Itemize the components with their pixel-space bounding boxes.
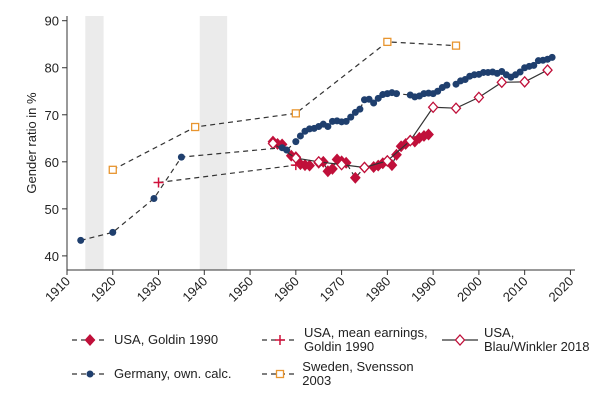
marker: [383, 37, 392, 47]
x-tick-label: 2020: [545, 274, 576, 305]
marker: [542, 64, 553, 77]
shaded-period: [85, 16, 104, 270]
marker: [275, 369, 285, 379]
marker: [86, 370, 94, 378]
y-tick-label: 80: [45, 61, 59, 76]
marker: [359, 161, 370, 174]
y-tick-label: 70: [45, 108, 59, 123]
marker: [349, 171, 361, 184]
marker: [109, 228, 117, 236]
marker: [404, 134, 416, 147]
marker: [519, 75, 531, 88]
x-tick-label: 1980: [362, 274, 393, 305]
marker: [327, 162, 338, 175]
legend-item: USA, mean earnings, Goldin 1990: [260, 326, 440, 354]
y-tick-label: 40: [45, 249, 59, 264]
marker: [381, 154, 393, 167]
x-tick-label: 2010: [500, 274, 531, 305]
marker: [275, 335, 285, 345]
marker: [443, 81, 451, 89]
marker: [370, 99, 378, 107]
y-axis-label: Gender ratio in %: [24, 92, 39, 194]
legend-symbol: [72, 370, 108, 378]
legend-label: Sweden, Svensson 2003: [302, 359, 414, 388]
marker: [290, 152, 302, 165]
marker: [336, 158, 347, 171]
marker: [548, 53, 556, 61]
legend-label: USA, mean earnings, Goldin 1990: [304, 325, 428, 354]
marker: [304, 159, 315, 172]
legend-item: USA, Goldin 1990: [70, 326, 260, 354]
marker: [391, 148, 402, 161]
legend: USA, Goldin 1990 USA, mean earnings, Gold…: [70, 326, 595, 388]
x-tick-label: 1920: [88, 274, 119, 305]
marker: [190, 122, 200, 132]
series-line: [272, 69, 548, 169]
marker: [342, 117, 350, 125]
marker: [473, 91, 485, 104]
legend-label: USA, Blau/Winkler 2018: [484, 325, 590, 354]
marker: [347, 113, 355, 121]
marker: [177, 153, 185, 161]
legend-item: Sweden, Svensson 2003: [260, 360, 440, 388]
legend-item: Germany, own. calc.: [70, 360, 260, 388]
marker: [356, 105, 364, 113]
series-line: [112, 41, 457, 171]
legend-symbol: [442, 334, 478, 346]
x-tick-label: 1940: [179, 274, 210, 305]
x-tick-label: 1970: [317, 274, 348, 305]
x-tick-label: 2000: [454, 274, 485, 305]
marker: [451, 41, 461, 50]
marker: [516, 68, 524, 76]
y-tick-label: 60: [45, 155, 59, 170]
marker: [292, 138, 300, 146]
marker: [454, 334, 466, 346]
series-line: [80, 56, 553, 241]
legend-symbol: [262, 335, 298, 345]
x-tick-label: 1950: [225, 274, 256, 305]
marker: [291, 109, 300, 118]
legend-label: Germany, own. calc.: [114, 366, 232, 381]
marker: [296, 132, 304, 140]
marker: [423, 128, 434, 141]
marker: [153, 177, 164, 188]
legend-item: USA, Blau/Winkler 2018: [440, 326, 595, 354]
marker: [84, 334, 96, 346]
marker: [150, 195, 158, 203]
x-tick-label: 1930: [134, 274, 165, 305]
y-tick-label: 50: [45, 202, 59, 217]
y-tick-label: 90: [45, 14, 59, 29]
marker: [393, 90, 401, 98]
marker: [450, 102, 462, 115]
x-tick-label: 1990: [408, 274, 439, 305]
marker: [313, 155, 325, 168]
marker: [283, 146, 291, 154]
marker: [324, 123, 332, 131]
legend-symbol: [72, 334, 108, 346]
marker: [108, 165, 117, 174]
chart: Gender ratio in % 40 50 60 70 80 90 1910 1920 19…: [24, 14, 577, 305]
x-tick-label: 1960: [271, 274, 302, 305]
legend-label: USA, Goldin 1990: [114, 332, 219, 347]
marker: [427, 101, 439, 114]
x-tick-label: 1910: [42, 274, 73, 305]
marker: [77, 236, 85, 244]
marker: [496, 76, 508, 89]
legend-symbol: [262, 369, 298, 379]
shaded-period: [199, 16, 228, 270]
marker: [530, 61, 538, 69]
